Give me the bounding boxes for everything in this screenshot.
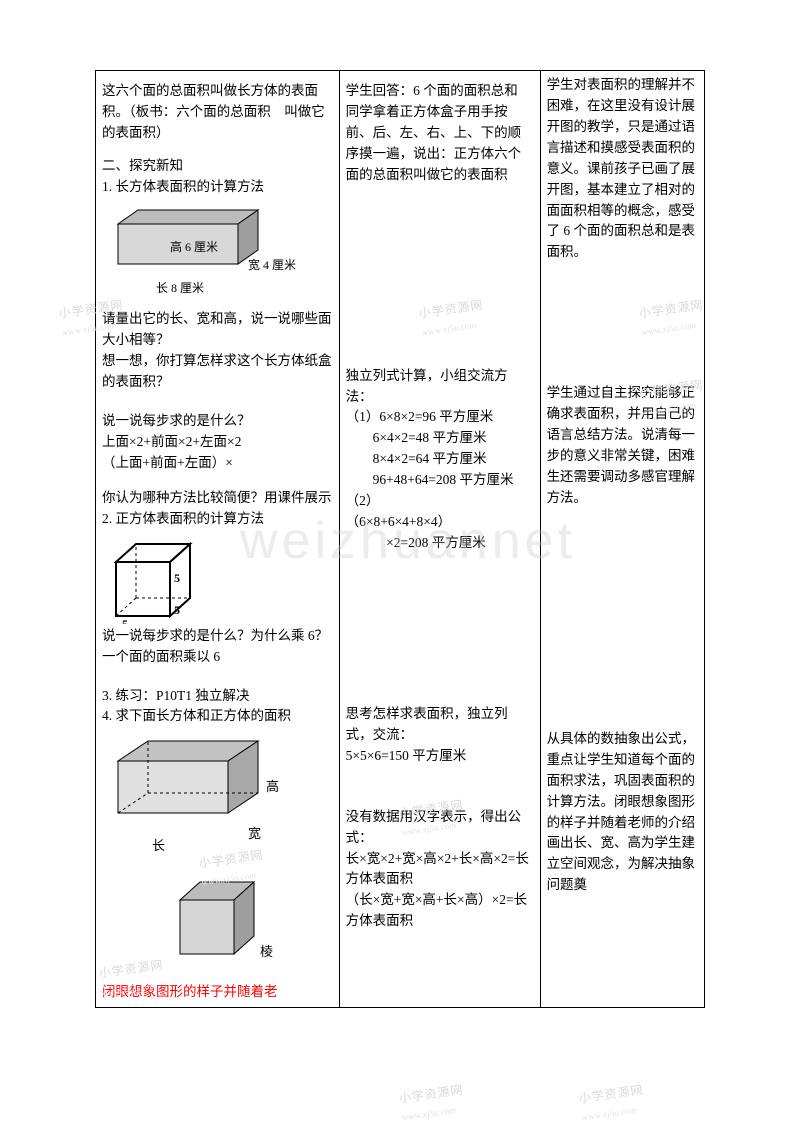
svg-text:5: 5 — [174, 571, 180, 585]
text: 同学拿着正方体盒子用手按前、后、左、右、上、下的顺序摸一遍，说出：正方体六个面的… — [346, 102, 534, 186]
math: （长×宽+宽×高+长×高）×2=长方体表面积 — [346, 890, 534, 932]
watermark-icon: 小学资源网www.xj5u.com — [398, 1081, 468, 1127]
heading: 二、探究新知 — [102, 156, 333, 177]
math: 5×5×6=150 平方厘米 — [346, 746, 534, 767]
subheading: 3. 练习：P10T1 独立解决 — [102, 686, 333, 707]
cube-figure-2: 棱 — [172, 876, 333, 986]
math: 8×4×2=64 平方厘米 — [346, 449, 534, 470]
cube-figure: 5 5 5 — [108, 536, 333, 624]
dim-length: 长 — [152, 836, 377, 856]
dim-edge: 棱 — [260, 942, 421, 962]
watermark-icon: 小学资源网www.xj5u.com — [578, 1081, 648, 1127]
text: 这六个面的总面积叫做长方体的表面积。（板书：六个面的总面积 叫做它的表面积） — [102, 81, 333, 144]
formula: （上面+前面+左面）× — [102, 453, 333, 474]
text: 说一说每步求的是什么？为什么乘 6？ — [102, 626, 333, 647]
math: （1）6×8×2=96 平方厘米 — [346, 407, 534, 428]
math: （6×8+6×4+8×4） — [346, 512, 534, 533]
dim-height: 高 — [266, 777, 491, 797]
math: 6×4×2=48 平方厘米 — [346, 428, 534, 449]
text: 从具体的数抽象出公式，重点让学生知道每个面的面积求法，巩固表面积的计算方法。闭眼… — [547, 729, 698, 896]
dim-length: 长 8 厘米 — [156, 279, 381, 298]
table-row: 这六个面的总面积叫做长方体的表面积。（板书：六个面的总面积 叫做它的表面积） 二… — [96, 71, 705, 1008]
text: 独立列式计算，小组交流方法： — [346, 366, 534, 408]
cuboid-figure-2: 高 宽 长 — [108, 733, 333, 893]
cell-teacher: 这六个面的总面积叫做长方体的表面积。（板书：六个面的总面积 叫做它的表面积） 二… — [96, 71, 340, 1008]
math: ×2=208 平方厘米 — [346, 533, 534, 554]
math: 96+48+64=208 平方厘米 （2） — [346, 470, 534, 512]
text: 学生对表面积的理解并不困难，在这里没有设计展开图的教学，只是通过语言描述和摸感受… — [547, 75, 698, 263]
text: 学生回答：6 个面的面积总和 — [346, 81, 534, 102]
dim-height: 高 6 厘米 — [170, 238, 395, 257]
dim-width: 宽 4 厘米 — [248, 256, 473, 275]
cell-notes: 学生对表面积的理解并不困难，在这里没有设计展开图的教学，只是通过语言描述和摸感受… — [540, 71, 704, 1008]
cell-student: 学生回答：6 个面的面积总和 同学拿着正方体盒子用手按前、后、左、右、上、下的顺… — [339, 71, 540, 1008]
text: 说一说每步求的是什么？ — [102, 411, 333, 432]
text: 请量出它的长、宽和高，说一说哪些面大小相等？ — [102, 309, 333, 351]
formula: 上面×2+前面×2+左面×2 — [102, 432, 333, 453]
text-red: 闭眼想象图形的样子并随着老 — [102, 982, 333, 1003]
text: 学生通过自主探究能够正确求表面积，并用自己的语言总结方法。说清每一步的意义非常关… — [547, 383, 698, 509]
svg-text:5: 5 — [122, 617, 128, 624]
text: 一个面的面积乘以 6 — [102, 647, 333, 668]
svg-text:5: 5 — [174, 603, 180, 617]
subheading: 4. 求下面长方体和正方体的面积 — [102, 706, 333, 727]
subheading: 1. 长方体表面积的计算方法 — [102, 177, 333, 198]
text: 你认为哪种方法比较简便？用课件展示 — [102, 488, 333, 509]
text: 想一想，你打算怎样求这个长方体纸盒的表面积？ — [102, 351, 333, 393]
lesson-table: 这六个面的总面积叫做长方体的表面积。（板书：六个面的总面积 叫做它的表面积） 二… — [95, 70, 705, 1008]
text: 思考怎样求表面积，独立列式，交流： — [346, 704, 534, 746]
subheading: 2. 正方体表面积的计算方法 — [102, 509, 333, 530]
page: weizhuannet 小学资源网www.xj5u.com 小学资源网www.x… — [0, 0, 800, 1108]
